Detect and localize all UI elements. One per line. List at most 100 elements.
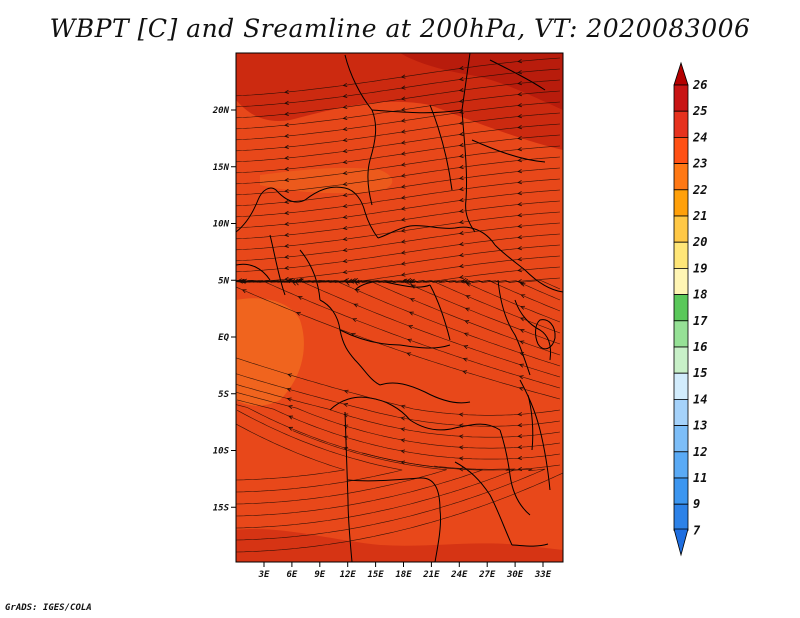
- streamline: [236, 79, 561, 119]
- streamline-arrow: [288, 426, 293, 431]
- streamline-arrow: [354, 279, 360, 284]
- streamline: [236, 123, 561, 163]
- colorbar-label: 7: [693, 523, 701, 537]
- colorbar-label: 14: [693, 392, 707, 406]
- streamline: [236, 280, 561, 389]
- colorbar-segment: [673, 503, 689, 531]
- colorbar-label: 16: [693, 340, 707, 354]
- streamline-arrow: [284, 144, 289, 149]
- streamline-arrow: [517, 158, 523, 163]
- streamline-arrow: [342, 93, 348, 99]
- streamline-arrow: [458, 99, 464, 104]
- streamline: [236, 211, 561, 251]
- colorbar-segment: [673, 267, 689, 295]
- colorbar-label: 26: [692, 78, 707, 92]
- streamline-arrow: [519, 352, 525, 357]
- streamline-arrow: [400, 140, 406, 145]
- streamline-arrow: [517, 235, 523, 240]
- streamline-arrow: [458, 264, 464, 269]
- streamline-arrow: [299, 278, 305, 283]
- streamline-arrow: [408, 311, 414, 316]
- streamline-arrow: [288, 415, 294, 420]
- lon-tick-label: 21E: [422, 570, 440, 580]
- streamline-arrow: [342, 258, 348, 264]
- streamline-arrow: [406, 352, 412, 357]
- streamline-arrow: [517, 467, 523, 472]
- streamline-arrow: [342, 82, 348, 88]
- streamline-arrow: [464, 320, 470, 325]
- streamline-arrow: [400, 107, 406, 112]
- streamline-arrow: [517, 147, 523, 152]
- streamline-arrow: [287, 373, 293, 378]
- streamline: [236, 280, 561, 356]
- streamline-arrow: [517, 224, 523, 229]
- streamline-arrow: [520, 294, 526, 299]
- colorbar: 26 25 24 23 22 21 20 19 18 17 16 15 14 13 12 11 9 7: [673, 61, 708, 557]
- streamline-arrow: [520, 282, 526, 287]
- streamline-arrow: [353, 303, 359, 308]
- streamline-arrow: [294, 281, 300, 286]
- latitude-axis: 20N 15N 10N 5N EQ 5S 10S 15S: [212, 106, 236, 513]
- streamline-arrow: [517, 114, 523, 119]
- streamline-arrow: [342, 170, 348, 176]
- streamline-arrow: [284, 276, 289, 281]
- streamline-arrow: [400, 118, 406, 123]
- streamline-arrow: [458, 253, 464, 258]
- streamline-arrow: [400, 272, 406, 277]
- colorbar-segment: [673, 163, 689, 191]
- streamline: [236, 68, 561, 108]
- streamline-arrow: [466, 282, 471, 287]
- lon-tick-label: 15E: [367, 570, 384, 580]
- streamline-arrow: [458, 110, 464, 115]
- streamline-arrow: [400, 184, 406, 189]
- colorbar-segment: [673, 346, 689, 374]
- streamline-arrow: [458, 231, 464, 236]
- colorbar-segment: [673, 398, 689, 426]
- streamline-arrow: [458, 132, 464, 137]
- streamline-arrow: [241, 289, 247, 294]
- streamline-arrow: [343, 389, 349, 394]
- streamline-arrow: [519, 328, 525, 333]
- lat-tick-label: EQ: [218, 333, 229, 343]
- colorbar-label: 25: [692, 104, 707, 118]
- streamline-arrow: [286, 397, 292, 402]
- streamline-arrow: [284, 166, 289, 171]
- streamline-arrow: [517, 257, 523, 262]
- streamline: [236, 200, 561, 240]
- streamline-arrow: [458, 209, 464, 214]
- streamline-arrow: [517, 180, 523, 185]
- streamline-arrow: [400, 151, 406, 156]
- longitude-axis: 3E 6E 9E 12E 15E 18E 21E 24E 27E 30E 33E: [258, 562, 552, 580]
- streamline: [236, 233, 561, 273]
- streamline-arrow: [458, 121, 464, 126]
- streamline-arrow: [458, 434, 464, 439]
- lon-tick-label: 6E: [286, 570, 297, 580]
- lon-tick-label: 27E: [478, 570, 496, 580]
- streamline-arrow: [284, 177, 289, 182]
- streamline-arrow: [519, 340, 525, 345]
- streamline-arrow: [284, 122, 289, 127]
- streamline-arrow: [400, 261, 406, 266]
- streamline-arrow: [458, 445, 464, 450]
- streamline-arrow: [284, 265, 289, 270]
- streamline: [236, 134, 561, 174]
- streamline-arrow: [284, 89, 289, 94]
- colorbar-bottom-arrow: [673, 528, 689, 557]
- streamline-arrow: [517, 81, 523, 86]
- streamline-arrow: [284, 254, 289, 259]
- streamline-arrow: [517, 191, 523, 196]
- streamline: [236, 468, 546, 541]
- streamline-arrow: [400, 173, 406, 178]
- streamline-arrow: [242, 278, 248, 283]
- lat-tick-label: 10S: [213, 447, 230, 457]
- streamline-arrow: [286, 387, 292, 392]
- country-borders: [236, 53, 563, 562]
- colorbar-label: 23: [692, 157, 707, 171]
- streamline-arrow: [458, 423, 464, 428]
- colorbar-label: 20: [692, 235, 707, 249]
- streamline-arrow: [400, 449, 406, 454]
- streamline-arrow: [517, 213, 523, 218]
- colorbar-label: 11: [693, 471, 707, 485]
- lakes: [527, 319, 556, 451]
- lon-tick-label: 12E: [340, 570, 357, 580]
